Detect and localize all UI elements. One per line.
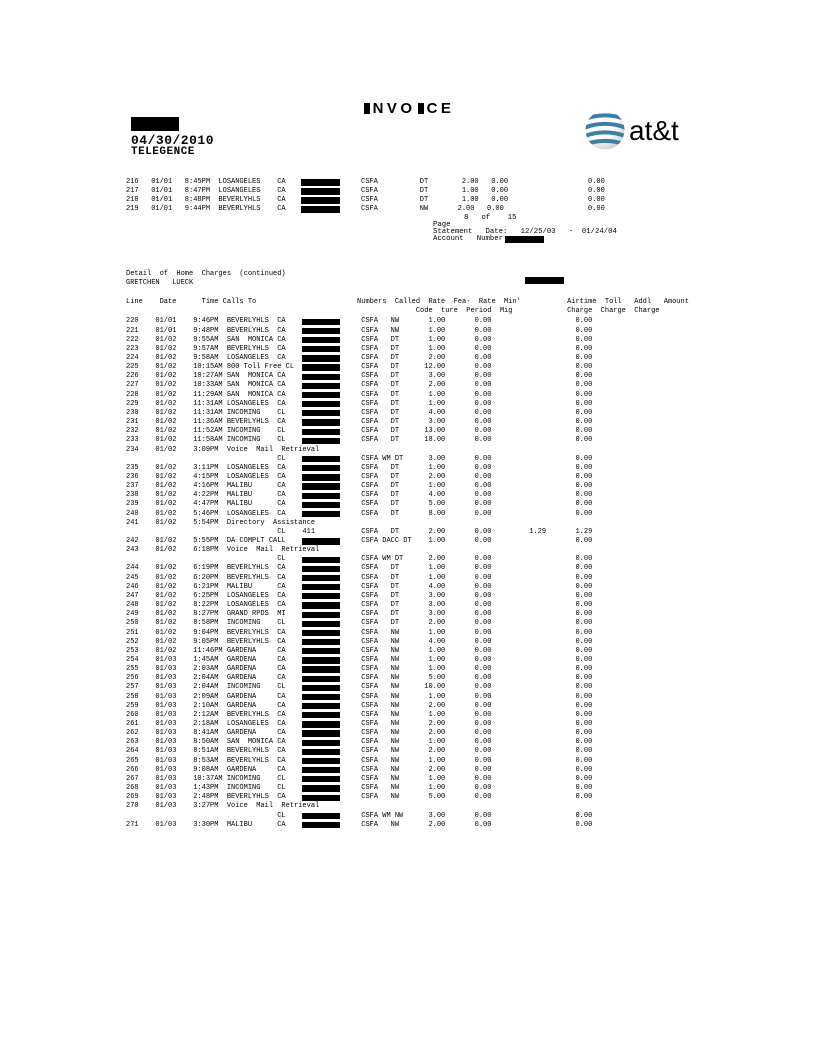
svg-text:at&t: at&t (629, 115, 679, 146)
